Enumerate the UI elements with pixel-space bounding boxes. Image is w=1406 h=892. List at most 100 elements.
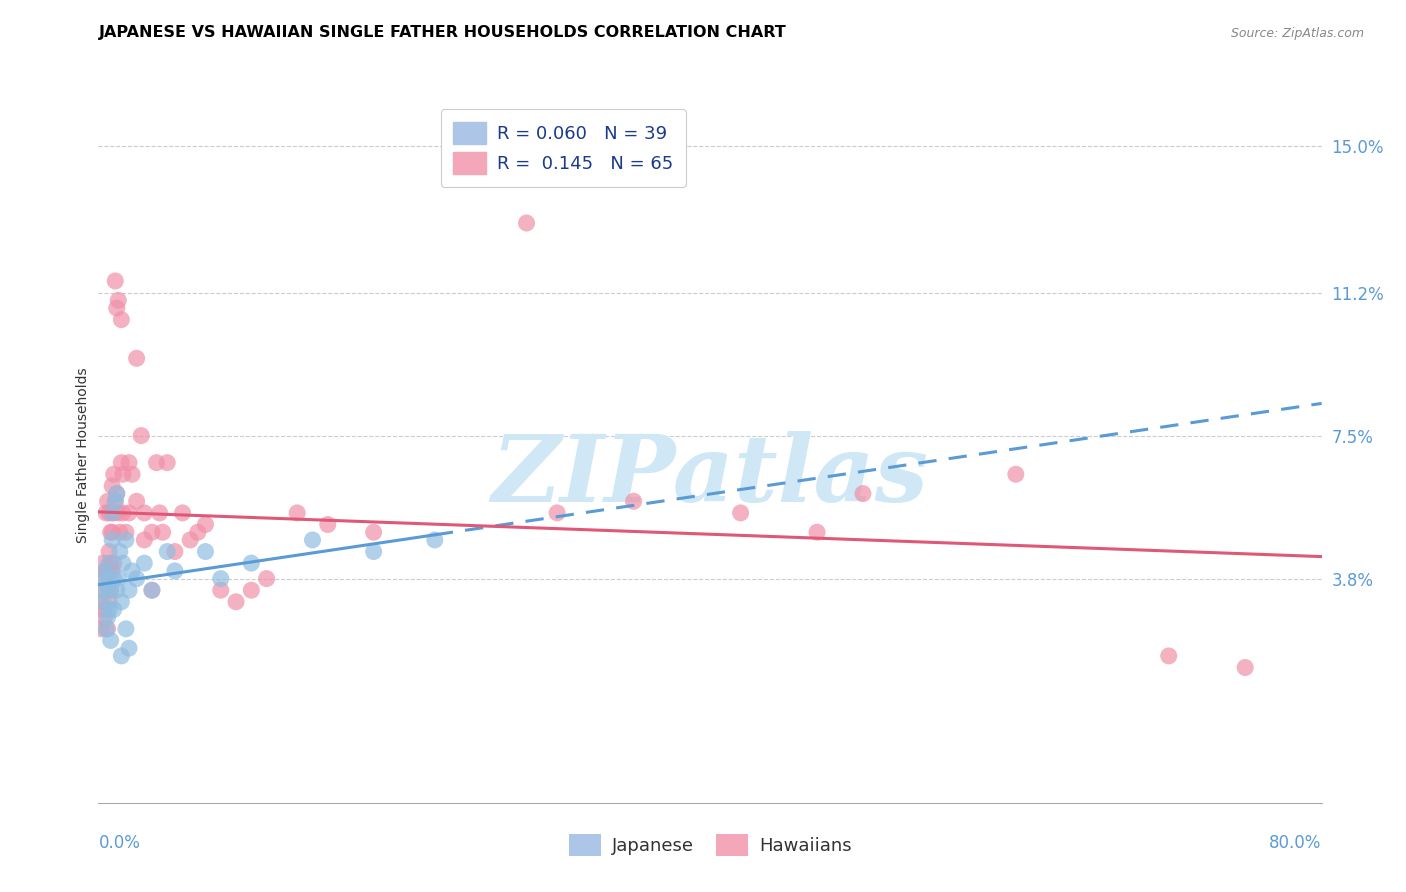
Point [103, 556, 125, 570]
Point [129, 428, 152, 442]
Point [100, 556, 122, 570]
Point [94, 564, 117, 578]
Point [225, 595, 247, 609]
Point [103, 572, 125, 586]
Point [98, 544, 121, 558]
Point [187, 525, 209, 540]
Point [163, 544, 186, 558]
Point [1004, 467, 1026, 482]
Point [118, 506, 141, 520]
Point [730, 506, 752, 520]
Point [98, 595, 121, 609]
Point [240, 583, 263, 598]
Point [97, 579, 120, 593]
Point [100, 525, 122, 540]
Point [97, 494, 120, 508]
Point [301, 533, 323, 547]
Point [97, 610, 120, 624]
Point [141, 583, 163, 598]
Point [363, 525, 385, 540]
Point [121, 564, 143, 578]
Point [111, 506, 134, 520]
Point [101, 564, 124, 578]
Point [194, 544, 217, 558]
Point [546, 506, 568, 520]
Point [90, 622, 112, 636]
Point [152, 525, 174, 540]
Point [107, 293, 129, 308]
Point [111, 556, 134, 570]
Point [156, 544, 179, 558]
Point [105, 583, 128, 598]
Point [98, 602, 121, 616]
Point [108, 525, 131, 540]
Point [89, 595, 111, 609]
Point [105, 301, 128, 315]
Point [115, 533, 138, 547]
Point [90, 572, 112, 586]
Point [108, 544, 131, 558]
Point [101, 479, 124, 493]
Point [110, 312, 132, 326]
Point [104, 494, 127, 508]
Point [94, 506, 117, 520]
Point [98, 556, 121, 570]
Point [285, 506, 308, 520]
Point [91, 602, 114, 616]
Point [100, 633, 122, 648]
Point [107, 506, 129, 520]
Point [118, 583, 141, 598]
Point [101, 525, 124, 540]
Point [93, 583, 115, 598]
Point [125, 572, 148, 586]
Point [141, 583, 163, 598]
Point [110, 456, 132, 470]
Point [100, 583, 122, 598]
Point [134, 556, 156, 570]
Point [91, 595, 114, 609]
Point [104, 494, 127, 508]
Point [107, 572, 129, 586]
Point [118, 456, 141, 470]
Point [149, 506, 172, 520]
Point [209, 572, 232, 586]
Point [240, 556, 263, 570]
Point [256, 572, 278, 586]
Point [115, 525, 138, 540]
Point [145, 456, 167, 470]
Text: 0.0%: 0.0% [98, 834, 141, 852]
Point [141, 525, 163, 540]
Point [94, 572, 117, 586]
Point [90, 583, 112, 598]
Point [125, 494, 148, 508]
Point [110, 648, 132, 663]
Point [125, 351, 148, 366]
Point [623, 494, 645, 508]
Point [363, 544, 385, 558]
Point [101, 533, 124, 547]
Point [97, 622, 120, 636]
Point [93, 564, 115, 578]
Point [110, 595, 132, 609]
Point [93, 610, 115, 624]
Point [806, 525, 828, 540]
Point [172, 506, 194, 520]
Text: ZIPatlas: ZIPatlas [492, 431, 928, 521]
Point [103, 467, 125, 482]
Legend: Japanese, Hawaiians: Japanese, Hawaiians [561, 827, 859, 863]
Point [103, 602, 125, 616]
Point [121, 467, 143, 482]
Point [1157, 648, 1180, 663]
Point [852, 486, 875, 500]
Point [91, 556, 114, 570]
Point [156, 456, 179, 470]
Text: 80.0%: 80.0% [1270, 834, 1322, 852]
Point [516, 216, 538, 230]
Point [94, 622, 117, 636]
Point [134, 533, 156, 547]
Point [100, 583, 122, 598]
Point [105, 486, 128, 500]
Point [98, 506, 121, 520]
Point [194, 517, 217, 532]
Point [209, 583, 232, 598]
